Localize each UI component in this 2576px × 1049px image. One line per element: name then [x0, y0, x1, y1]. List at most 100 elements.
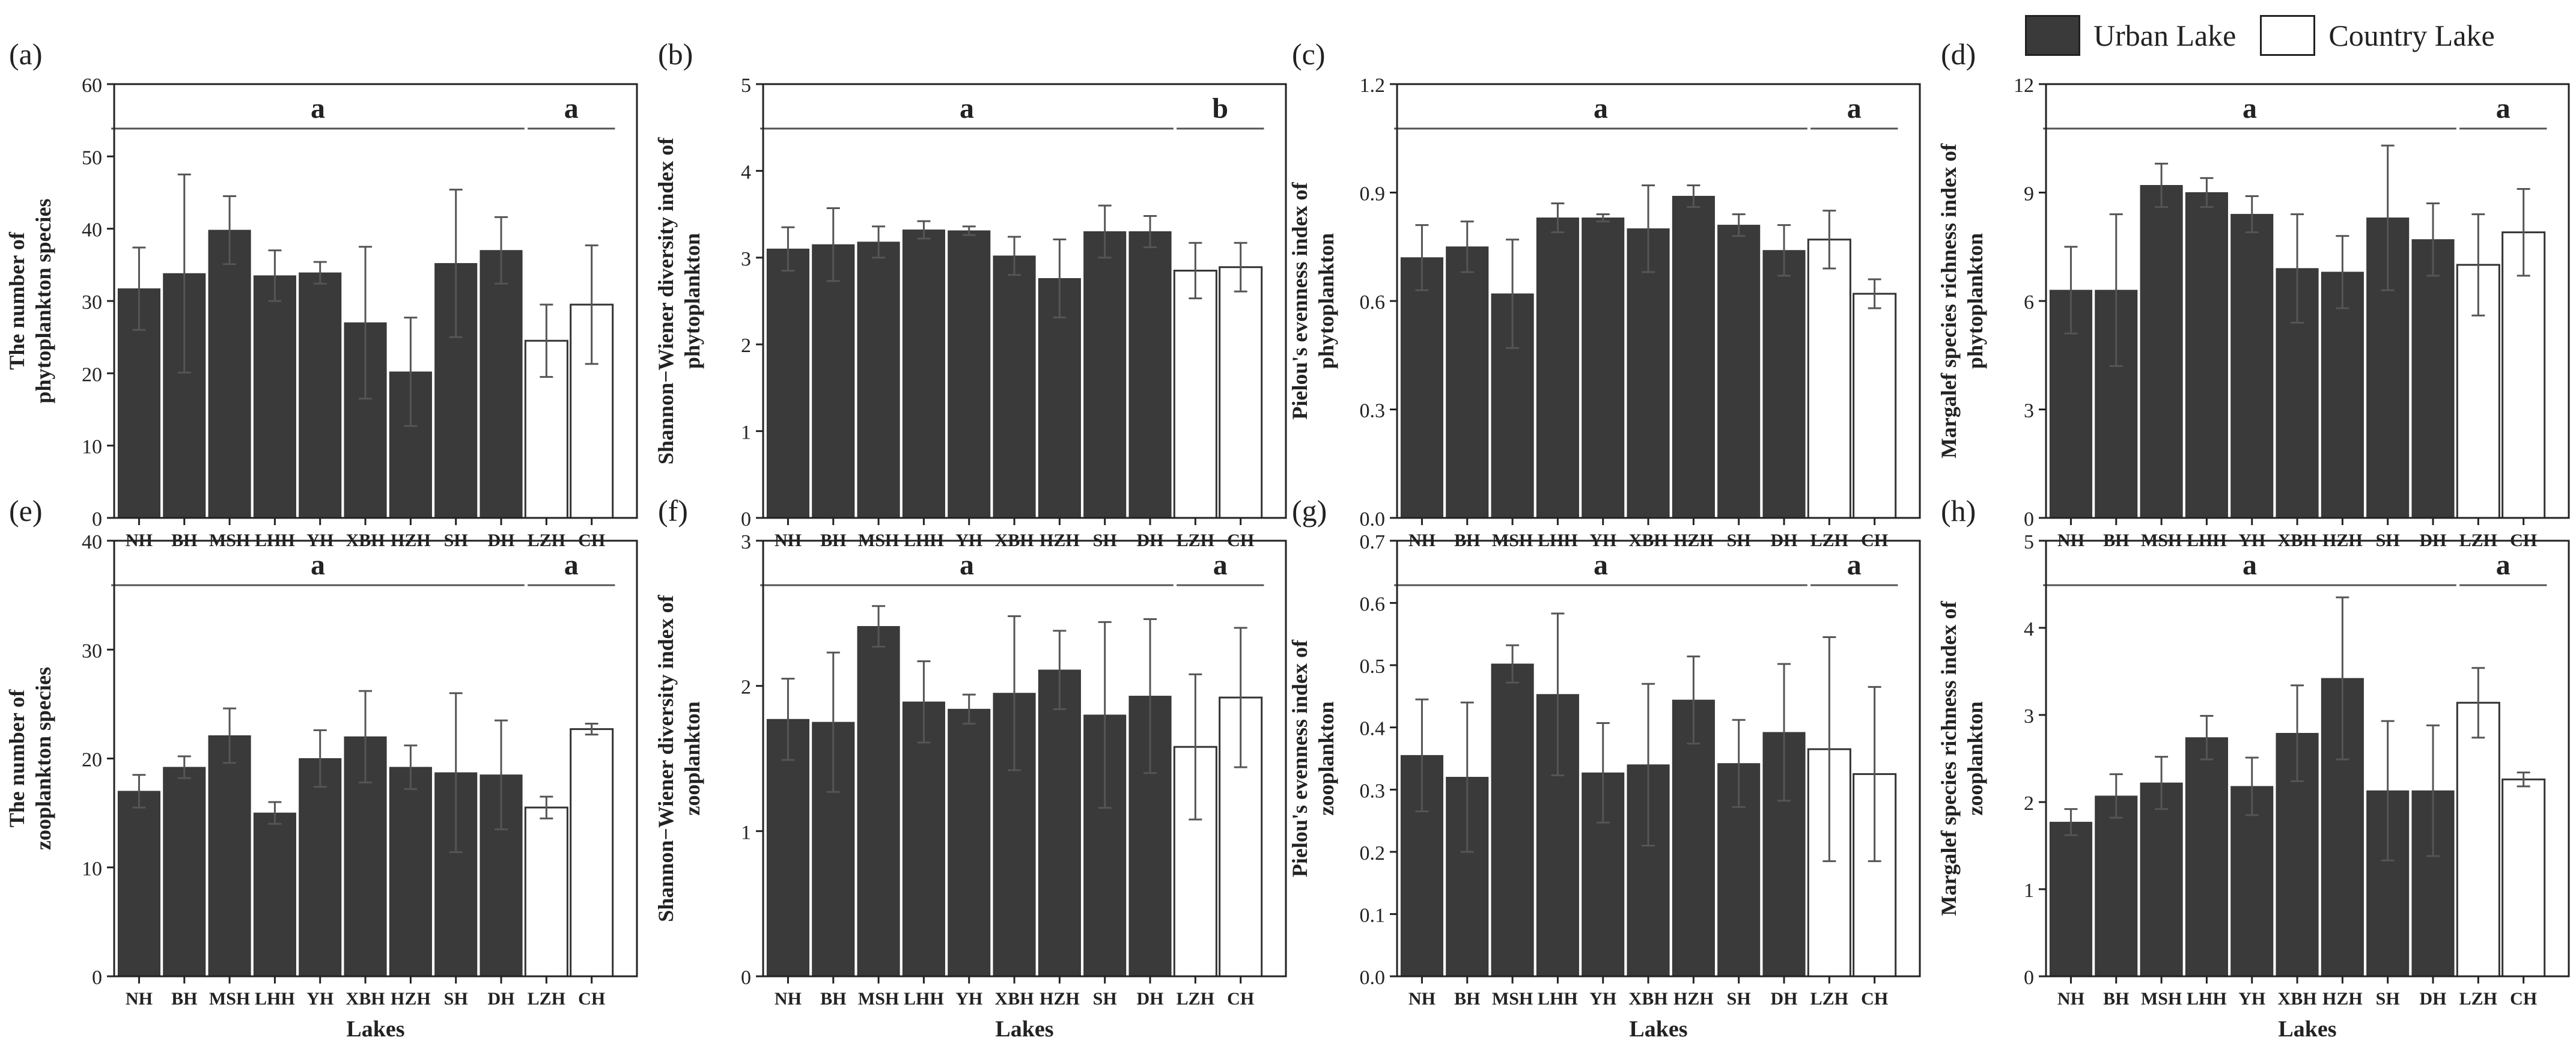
- bar: [993, 255, 1036, 518]
- bar: [1627, 228, 1670, 518]
- x-tick-label: CH: [1861, 989, 1888, 1009]
- x-tick-label: LHH: [1538, 989, 1578, 1009]
- y-axis-label: Margalef species richness index of phytop…: [1937, 143, 1987, 458]
- y-tick-label: 0.6: [1360, 291, 1386, 314]
- panel-label: (a): [9, 37, 43, 71]
- y-tick-label: 2: [741, 677, 751, 699]
- y-axis-label: Pielou's evenness index of zooplankton: [1288, 639, 1338, 877]
- y-tick-label: 6: [2024, 291, 2034, 314]
- x-tick-label: MSH: [1492, 989, 1533, 1009]
- sig-letter-country: a: [1847, 93, 1862, 124]
- x-tick-label: BH: [820, 989, 846, 1009]
- x-axis-label: Lakes: [346, 1017, 404, 1042]
- bar: [1038, 669, 1081, 977]
- x-tick-label: XBH: [1629, 989, 1668, 1009]
- bar: [1807, 239, 1851, 519]
- bar: [1173, 269, 1217, 519]
- y-tick-label: 5: [741, 74, 751, 97]
- y-tick-label: 3: [741, 248, 751, 270]
- bar: [1536, 694, 1579, 977]
- x-tick-label: LZH: [1177, 989, 1214, 1009]
- x-tick-label: XBH: [2278, 989, 2317, 1009]
- x-tick-label: LZH: [528, 989, 565, 1009]
- x-tick-label: DH: [2420, 989, 2447, 1009]
- x-tick-label: CH: [1227, 989, 1254, 1009]
- bar: [208, 230, 251, 518]
- x-tick-label: YH: [2238, 989, 2265, 1009]
- bar: [2140, 782, 2183, 977]
- bar: [2049, 821, 2092, 977]
- x-tick-label: BH: [1454, 989, 1480, 1009]
- y-tick-label: 0: [2024, 508, 2034, 531]
- bar: [1083, 231, 1127, 518]
- x-tick-label: NH: [126, 989, 153, 1009]
- legend-swatch-country: [2260, 15, 2316, 56]
- legend-item-country: Country Lake: [2260, 15, 2495, 56]
- bar: [524, 806, 568, 978]
- y-tick-label: 4: [741, 161, 751, 183]
- bar: [2230, 214, 2274, 518]
- x-tick-label: LHH: [904, 989, 944, 1009]
- bar: [208, 735, 251, 977]
- y-axis-label: The number of phytoplankton species: [5, 198, 55, 403]
- y-tick-label: 5: [2024, 531, 2034, 553]
- y-tick-label: 1.2: [1360, 74, 1386, 97]
- bar: [1128, 231, 1172, 518]
- sig-letter-urban: a: [2243, 549, 2257, 581]
- legend: Urban Lake Country Lake: [2025, 8, 2519, 62]
- axes-frame: [762, 83, 1287, 519]
- y-tick-label: 0.9: [1360, 183, 1386, 205]
- x-tick-label: MSH: [858, 989, 899, 1009]
- bar: [2185, 737, 2228, 977]
- bar: [1672, 196, 1715, 518]
- y-tick-label: 50: [82, 147, 102, 169]
- sig-letter-urban: a: [2243, 93, 2257, 124]
- panel-label: (b): [658, 37, 693, 71]
- axes-frame: [113, 83, 638, 519]
- y-tick-label: 1: [2024, 880, 2034, 902]
- y-axis-label: Pielou's evenness index of phytoplankton: [1288, 181, 1338, 419]
- bar: [2140, 184, 2183, 518]
- bar: [766, 248, 809, 518]
- bar: [2411, 239, 2455, 518]
- bar: [253, 275, 296, 518]
- bar: [117, 791, 160, 977]
- y-tick-label: 40: [82, 219, 102, 242]
- bar: [1446, 246, 1489, 518]
- x-tick-label: CH: [578, 989, 605, 1009]
- x-axis-label: Lakes: [1629, 1017, 1687, 1042]
- y-tick-label: 3: [2024, 705, 2034, 728]
- panel-label: (h): [1941, 494, 1976, 528]
- y-axis-label: Shannon−Wiener diversity index of zooplan…: [654, 594, 704, 922]
- y-tick-label: 0.2: [1360, 842, 1386, 865]
- x-axis-label: Lakes: [995, 1017, 1053, 1042]
- x-tick-label: MSH: [2141, 989, 2182, 1009]
- x-axis-label: Lakes: [2278, 1017, 2336, 1042]
- y-tick-label: 0: [92, 508, 102, 531]
- x-tick-label: BH: [2103, 989, 2129, 1009]
- y-tick-label: 0: [741, 967, 751, 989]
- bar: [1582, 217, 1625, 518]
- axes-frame: [113, 540, 638, 978]
- panel-label: (c): [1292, 37, 1326, 71]
- y-axis-label: The number of zooplankton species: [5, 667, 55, 850]
- bar: [1853, 293, 1897, 519]
- panel-label: (d): [1941, 37, 1976, 71]
- x-tick-label: HZH: [1040, 989, 1080, 1009]
- y-tick-label: 0.5: [1360, 655, 1386, 678]
- x-tick-label: HZH: [2322, 989, 2363, 1009]
- bar: [2501, 778, 2546, 978]
- x-tick-label: LHH: [2187, 989, 2227, 1009]
- axes-frame: [2045, 83, 2570, 519]
- x-tick-label: SH: [2376, 989, 2400, 1009]
- y-tick-label: 0.4: [1360, 718, 1386, 740]
- sig-letter-country: a: [2496, 549, 2511, 581]
- bar: [1717, 225, 1761, 518]
- bar: [902, 701, 945, 977]
- legend-label-urban: Urban Lake: [2093, 19, 2236, 52]
- legend-label-country: Country Lake: [2328, 19, 2495, 52]
- y-axis-label: Margalef species richness index of zoopla…: [1937, 601, 1987, 916]
- x-tick-label: DH: [488, 989, 515, 1009]
- x-tick-label: DH: [1137, 989, 1164, 1009]
- x-tick-label: LZH: [2459, 989, 2497, 1009]
